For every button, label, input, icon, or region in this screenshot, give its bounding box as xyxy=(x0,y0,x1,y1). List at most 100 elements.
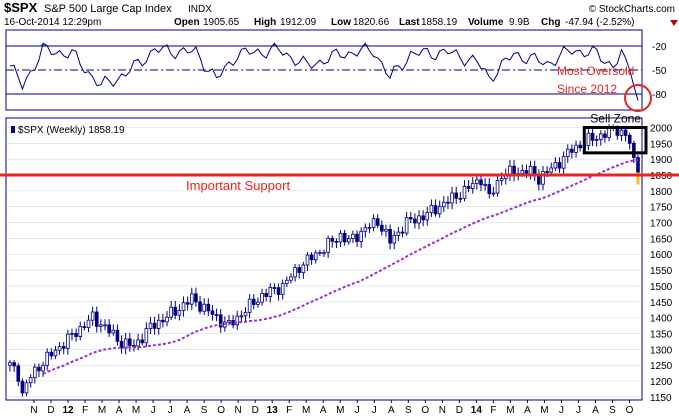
candle-body xyxy=(86,319,91,329)
candle-body xyxy=(194,293,198,303)
indicator-tick-minus50: -50 xyxy=(652,66,667,77)
x-tick-label: J xyxy=(576,405,581,416)
open-label: Open xyxy=(174,17,200,28)
candle-body xyxy=(305,254,310,266)
candle-body xyxy=(103,324,107,327)
sell-zone-label: Sell Zone xyxy=(590,112,641,126)
candle-body xyxy=(359,230,363,242)
low-value: 1820.66 xyxy=(353,17,390,28)
candle-body xyxy=(293,267,297,278)
x-tick-label: A xyxy=(184,405,191,416)
candle-body xyxy=(276,287,281,295)
candle-body xyxy=(227,320,231,323)
candle-body xyxy=(553,162,558,169)
candle-body xyxy=(82,326,87,329)
high-label: High xyxy=(254,17,276,28)
sell-zone-box xyxy=(582,126,648,155)
candle-body xyxy=(132,345,136,347)
candle-body xyxy=(322,251,326,254)
candle-body xyxy=(128,338,132,346)
candle-body xyxy=(70,333,74,335)
candle-body xyxy=(37,366,41,372)
high-value: 1912.09 xyxy=(280,17,317,28)
candle-body xyxy=(206,303,211,312)
price-y-tick: 1500 xyxy=(650,282,673,293)
price-y-tick: 1950 xyxy=(650,139,673,150)
candle-body xyxy=(185,302,190,305)
candle-body xyxy=(623,129,628,136)
candle-body xyxy=(367,226,372,229)
candle-body xyxy=(53,349,58,357)
candle-body xyxy=(450,192,454,204)
candle-body xyxy=(355,233,359,242)
chg-value: -47.94 (-2.52%) xyxy=(565,17,634,28)
candle-body xyxy=(541,171,545,185)
candle-body xyxy=(78,326,83,337)
candle-body xyxy=(520,170,525,174)
candle-body xyxy=(285,279,289,285)
x-tick-label: S xyxy=(201,405,208,416)
candle-body xyxy=(462,185,467,199)
candle-body xyxy=(384,229,388,232)
candle-body xyxy=(574,144,578,153)
candle-body xyxy=(313,252,318,261)
x-tick-label: A xyxy=(116,405,123,416)
x-tick-label: 12 xyxy=(62,405,74,416)
candle-body xyxy=(371,218,376,228)
moving-average-line xyxy=(42,159,639,375)
candle-body xyxy=(268,287,273,297)
candle-body xyxy=(338,232,343,243)
candle-body xyxy=(111,329,116,334)
x-tick-label: A xyxy=(592,405,599,416)
low-label: Low xyxy=(331,17,351,28)
candle-body xyxy=(198,301,202,312)
candle-body xyxy=(57,346,62,351)
candle-body xyxy=(417,215,421,224)
down-arrow-icon xyxy=(670,20,678,26)
candle-body xyxy=(487,184,492,195)
candle-body xyxy=(177,310,182,316)
candle-body xyxy=(557,162,562,169)
x-tick-label: O xyxy=(421,405,429,416)
x-tick-label: F xyxy=(490,405,496,416)
candle-body xyxy=(549,167,554,173)
x-tick-label: J xyxy=(168,405,173,416)
candle-body xyxy=(561,156,566,169)
price-y-tick: 1300 xyxy=(650,345,673,356)
candle-body xyxy=(152,322,157,329)
candle-body xyxy=(16,365,21,382)
since-2012-label: Since 2012 xyxy=(557,82,617,96)
candle-body xyxy=(218,314,223,328)
candle-body xyxy=(442,201,446,208)
candle-body xyxy=(475,179,479,184)
candle-body xyxy=(388,229,392,244)
candle-body xyxy=(326,237,330,253)
candle-body xyxy=(479,179,483,186)
x-tick-label: M xyxy=(98,405,106,416)
x-tick-label: M xyxy=(506,405,514,416)
candle-body xyxy=(115,329,120,342)
indicator-tick-minus80: -80 xyxy=(652,90,667,101)
candle-body xyxy=(363,227,368,232)
candle-body xyxy=(615,128,620,136)
candle-body xyxy=(169,306,173,318)
candle-body xyxy=(181,302,186,311)
candle-body xyxy=(156,319,161,329)
candle-body xyxy=(342,232,347,243)
x-tick-label: 13 xyxy=(267,405,279,416)
candle-body xyxy=(396,231,401,236)
most-oversold-label: Most Oversold xyxy=(557,64,634,78)
x-tick-label: 14 xyxy=(471,405,483,416)
candle-body xyxy=(272,287,277,289)
candle-body xyxy=(264,292,268,297)
price-y-tick: 1250 xyxy=(650,361,673,372)
candle-body xyxy=(627,134,632,144)
candle-body xyxy=(619,129,624,136)
candle-body xyxy=(99,324,103,327)
last-value: 1858.19 xyxy=(421,17,458,28)
price-y-tick: 1600 xyxy=(650,250,673,261)
candle-body xyxy=(24,382,29,394)
candle-body xyxy=(499,178,504,181)
price-y-tick: 1150 xyxy=(650,393,672,404)
candle-body xyxy=(318,251,322,254)
